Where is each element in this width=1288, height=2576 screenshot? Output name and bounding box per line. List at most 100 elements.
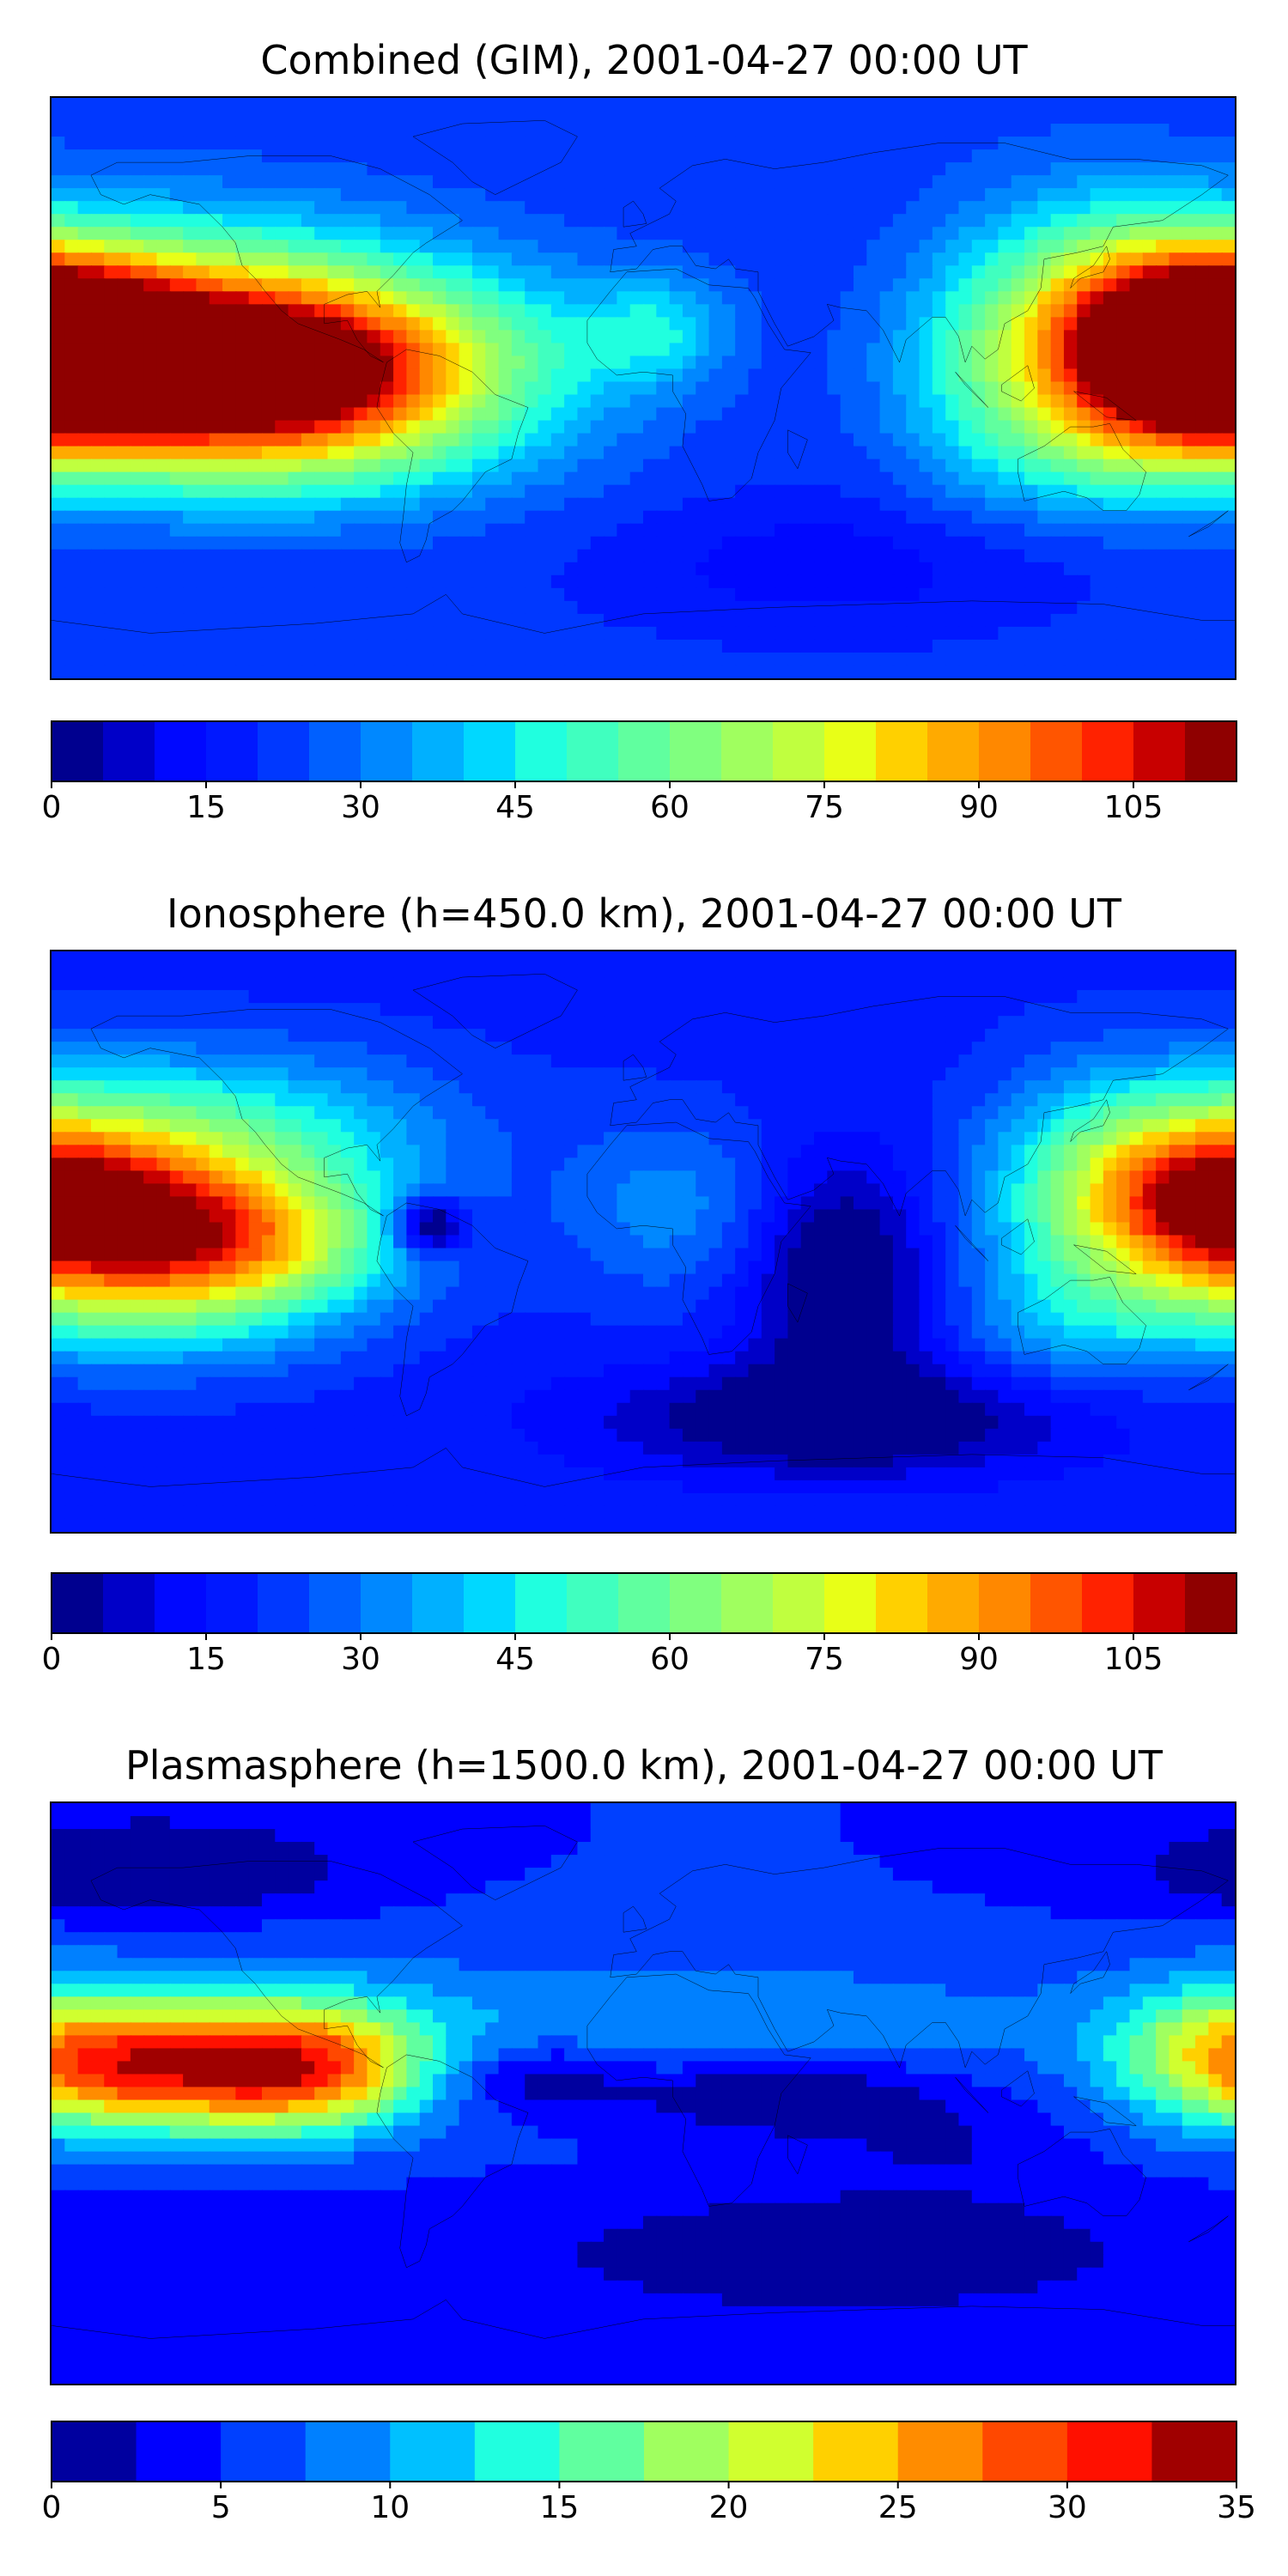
colorbar-tick-label: 0	[42, 2490, 62, 2525]
colorbar-tick-label: 45	[495, 790, 535, 825]
coastline-1	[377, 2055, 528, 2268]
colorbar-band-13	[1151, 2421, 1237, 2482]
colorbar-band-3	[206, 1573, 258, 1633]
colorbar-band-10	[567, 1573, 619, 1633]
coastline-6	[52, 2300, 1235, 2338]
panel-3-heatmap	[52, 1803, 1235, 2384]
colorbar-band-1	[103, 1573, 155, 1633]
coastline-10	[1001, 2071, 1034, 2106]
colorbar-band-1	[136, 2421, 222, 2482]
colorbar-band-4	[258, 721, 310, 781]
panel-3-colorbar: 0 5 10 15 20 25 30 35	[42, 2420, 1256, 2525]
colorbar-band-6	[361, 721, 413, 781]
coastline-10	[1001, 1219, 1034, 1255]
colorbar-tick-label: 35	[1217, 2490, 1256, 2525]
coastline-7	[1071, 1952, 1110, 1994]
colorbar-band-13	[721, 1573, 774, 1633]
coastline-8	[623, 1906, 647, 1932]
colorbar-tick-label: 60	[650, 790, 690, 825]
colorbar-band-5	[309, 1573, 361, 1633]
colorbar-band-20	[1082, 721, 1134, 781]
colorbar-band-3	[206, 721, 258, 781]
panel-1-title: Combined (GIM), 2001-04-27 00:00 UT	[260, 37, 1028, 83]
colorbar-band-22	[1185, 721, 1237, 781]
panel-3-map	[50, 1801, 1236, 2385]
coastline-0	[91, 1010, 463, 1216]
colorbar-band-9	[515, 721, 568, 781]
panel-3-title: Plasmasphere (h=1500.0 km), 2001-04-27 0…	[125, 1742, 1163, 1789]
colorbar-band-0	[52, 1573, 104, 1633]
colorbar-tick-label: 15	[540, 2490, 580, 2525]
colorbar-band-0	[52, 2421, 137, 2482]
coastline-7	[1071, 1100, 1110, 1142]
coastline-6	[52, 594, 1235, 633]
colorbar-band-2	[221, 2421, 307, 2482]
panel-2-colorbar: 0 15 30 45 60 75 90 105	[42, 1571, 1238, 1677]
coastline-5	[1018, 1277, 1145, 1364]
colorbar-band-7	[412, 721, 465, 781]
coastline-2	[413, 120, 577, 194]
colorbar-band-15	[824, 721, 877, 781]
coastline-6	[52, 1448, 1235, 1486]
colorbar-band-21	[1133, 1573, 1186, 1633]
colorbar-band-10	[567, 721, 619, 781]
colorbar-band-22	[1185, 1573, 1237, 1633]
colorbar-band-14	[773, 1573, 825, 1633]
coastline-13	[1188, 511, 1228, 537]
colorbar-band-12	[670, 1573, 722, 1633]
colorbar-band-17	[927, 721, 980, 781]
colorbar-tick-label: 105	[1104, 790, 1163, 825]
panel-2-heatmap	[52, 951, 1235, 1532]
colorbar-band-11	[618, 721, 671, 781]
colorbar-band-6	[559, 2421, 645, 2482]
coastline-0	[91, 156, 463, 362]
colorbar-tick-label: 0	[42, 1642, 62, 1677]
coastline-4	[611, 143, 1229, 362]
colorbar-band-3	[305, 2421, 391, 2482]
colorbar-band-4	[390, 2421, 476, 2482]
colorbar-band-18	[979, 1573, 1031, 1633]
coastline-1	[377, 349, 528, 562]
colorbar-band-1	[103, 721, 155, 781]
colorbar-band-9	[813, 2421, 899, 2482]
coastline-2	[413, 974, 577, 1048]
coastline-9	[956, 372, 988, 407]
coastline-5	[1018, 423, 1145, 510]
colorbar-band-13	[721, 721, 774, 781]
colorbar-tick-label: 5	[211, 2490, 231, 2525]
colorbar-tick-label: 30	[341, 1642, 380, 1677]
colorbar-band-7	[644, 2421, 730, 2482]
coastline-12	[787, 430, 807, 469]
coastline-12	[787, 2136, 807, 2174]
colorbar-tick-label: 30	[341, 790, 380, 825]
colorbar-tick-label: 0	[42, 790, 62, 825]
colorbar-band-16	[876, 721, 928, 781]
colorbar-band-11	[618, 1573, 671, 1633]
colorbar-tick-label: 20	[709, 2490, 749, 2525]
coastline-9	[956, 2077, 988, 2112]
colorbar-band-12	[670, 721, 722, 781]
coastline-0	[91, 1862, 463, 2068]
coastline-11	[1073, 392, 1136, 421]
coastline-3	[587, 1974, 811, 2206]
colorbar-band-21	[1133, 721, 1186, 781]
coastline-5	[1018, 2129, 1145, 2215]
colorbar-tick-label: 10	[370, 2490, 410, 2525]
colorbar-band-8	[464, 1573, 516, 1633]
colorbar-band-19	[1030, 721, 1083, 781]
coastline-11	[1073, 1245, 1136, 1274]
colorbar-band-0	[52, 721, 104, 781]
coastline-4	[611, 1849, 1229, 2068]
colorbar-band-8	[464, 721, 516, 781]
coastline-1	[377, 1203, 528, 1416]
colorbar-tick-label: 45	[495, 1642, 535, 1677]
coastline-12	[787, 1284, 807, 1322]
coastline-3	[587, 1122, 811, 1354]
colorbar-frame	[51, 1572, 1237, 1634]
coastline-8	[623, 1054, 647, 1080]
colorbar-band-16	[876, 1573, 928, 1633]
colorbar-tick-label: 105	[1104, 1642, 1163, 1677]
coastline-2	[413, 1826, 577, 1899]
colorbar-band-15	[824, 1573, 877, 1633]
coastline-10	[1001, 366, 1034, 401]
